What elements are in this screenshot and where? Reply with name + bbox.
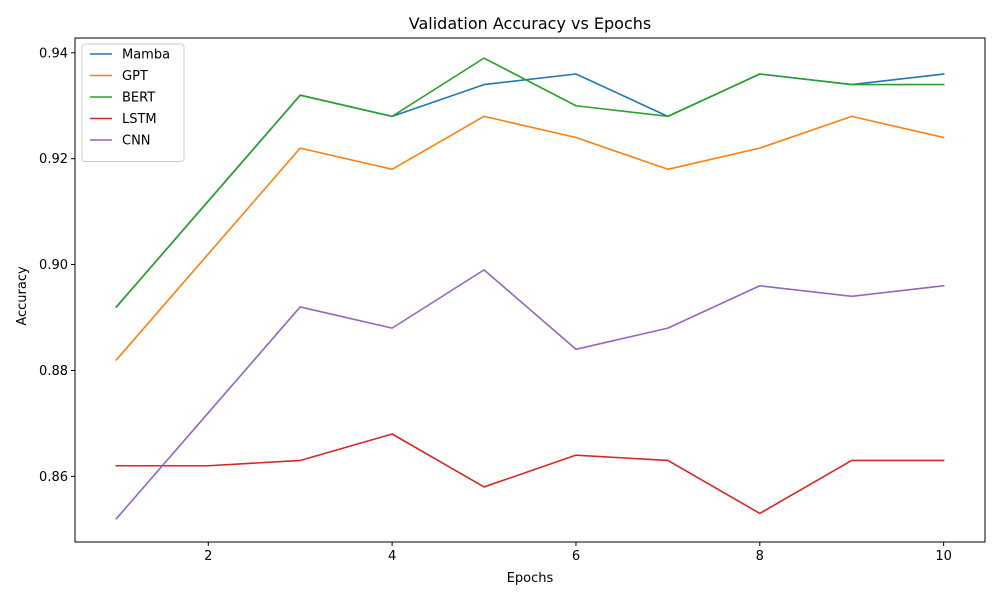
x-tick-label: 2: [204, 549, 212, 564]
legend-label-bert: BERT: [122, 91, 155, 106]
axes-frame: [74, 37, 986, 543]
legend-box: [81, 43, 185, 162]
x-tick-label: 8: [756, 549, 764, 564]
x-axis-label: Epochs: [507, 571, 554, 586]
y-axis-label: Accuracy: [15, 266, 30, 326]
y-tick-label: 0.88: [39, 364, 68, 379]
plot-area: [74, 37, 986, 543]
series-line-gpt: [115, 115, 945, 362]
y-tick-label: 0.94: [39, 46, 68, 61]
series-line-lstm: [115, 433, 945, 515]
legend-label-lstm: LSTM: [122, 112, 157, 127]
x-tick-label: 10: [935, 549, 952, 564]
x-axis-ticks: 2 4 6 8 10: [204, 542, 952, 564]
legend-label-mamba: Mamba: [122, 48, 170, 63]
y-tick-label: 0.90: [39, 258, 68, 273]
legend-label-gpt: GPT: [122, 69, 148, 84]
x-tick-label: 6: [572, 549, 580, 564]
x-tick-label: 4: [388, 549, 396, 564]
y-tick-label: 0.92: [39, 152, 68, 167]
series-line-cnn: [115, 269, 945, 520]
legend: Mamba GPT BERT LSTM CNN: [81, 43, 185, 162]
chart-title: Validation Accuracy vs Epochs: [409, 14, 651, 33]
y-tick-label: 0.86: [39, 470, 68, 485]
y-axis-ticks: 0.86 0.88 0.90 0.92 0.94: [39, 46, 75, 485]
series-line-bert: [115, 57, 945, 309]
legend-label-cnn: CNN: [122, 134, 151, 149]
